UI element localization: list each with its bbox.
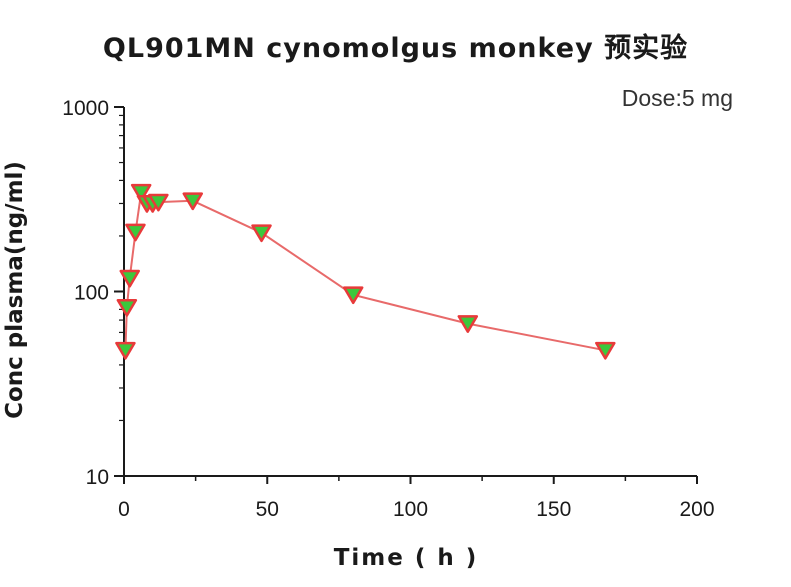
data-point (130, 183, 152, 202)
data-point (595, 341, 616, 360)
data-point (115, 341, 136, 360)
x-tick-label: 150 (536, 498, 571, 521)
data-point (251, 224, 272, 243)
series-layer (115, 183, 616, 360)
y-tick-label: 100 (74, 282, 109, 305)
chart-title: QL901MN cynomolgus monkey 预实验 (102, 33, 689, 64)
axes: 0 50 100 150 200 10 100 1000 (62, 97, 714, 521)
data-point (119, 269, 140, 288)
data-point (148, 193, 169, 212)
x-tick-label: 100 (393, 498, 428, 521)
data-point (342, 286, 364, 305)
data-point (116, 298, 138, 317)
y-axis-label: Conc plasma(ng/ml) (2, 161, 28, 419)
data-point (182, 192, 204, 211)
data-point (457, 315, 479, 333)
x-tick-label: 0 (118, 498, 130, 521)
series-line (124, 189, 606, 352)
x-tick-label: 50 (256, 498, 279, 521)
x-axis-label: Time ( h ) (334, 545, 479, 571)
x-tick-label: 200 (679, 498, 714, 521)
y-tick-label: 1000 (62, 97, 109, 120)
data-point (125, 223, 146, 242)
dose-annotation: Dose:5 mg (622, 85, 733, 111)
y-tick-label: 10 (86, 466, 109, 489)
